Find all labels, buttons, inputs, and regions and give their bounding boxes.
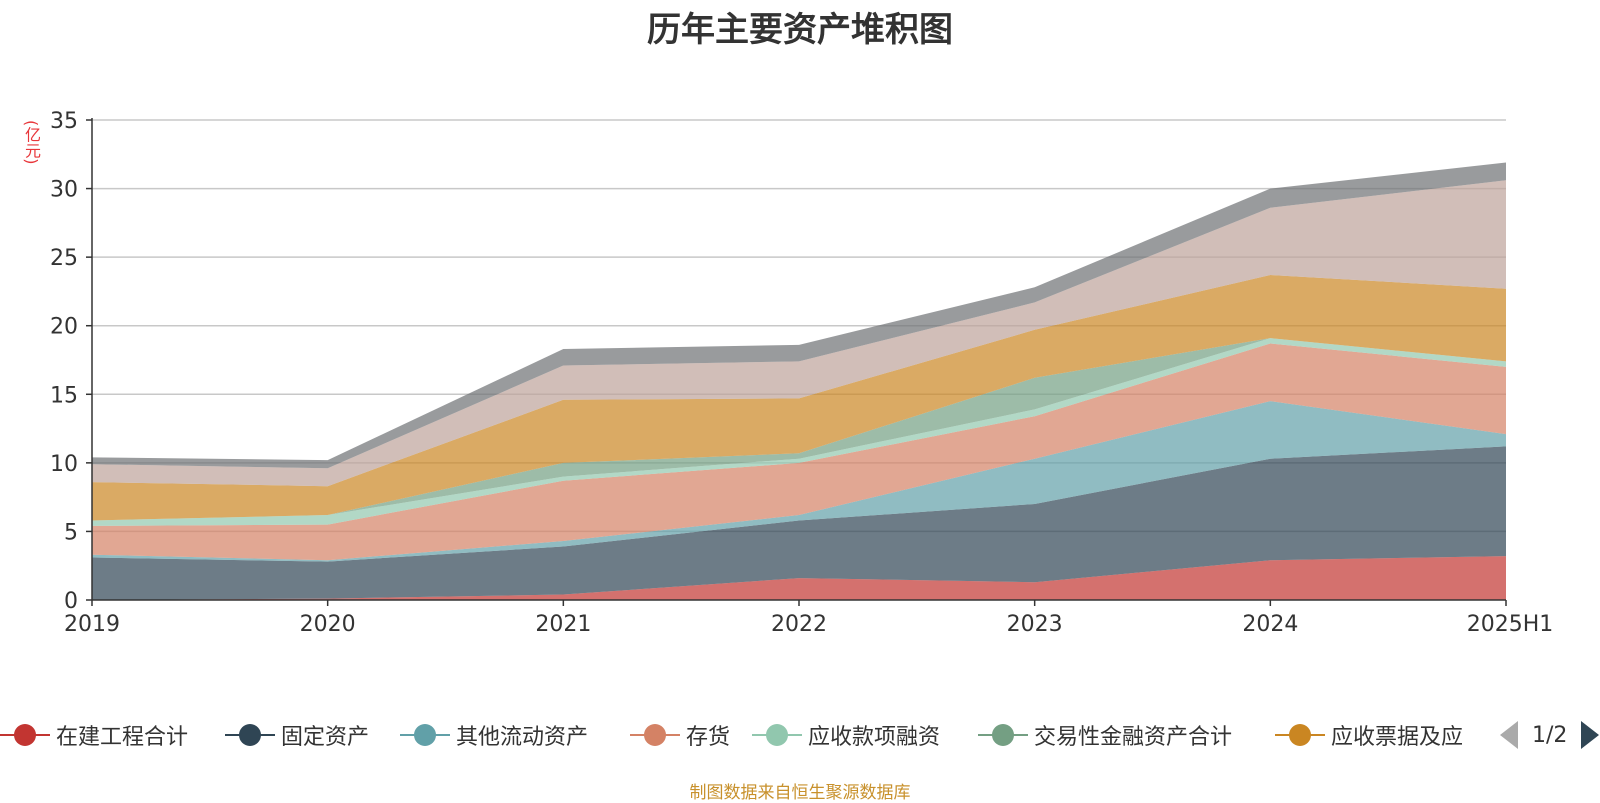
legend-swatch xyxy=(400,715,450,755)
legend-swatch-dot xyxy=(14,724,36,746)
legend-swatch xyxy=(630,715,680,755)
y-tick-label: 5 xyxy=(64,520,78,545)
chart-title: 历年主要资产堆积图 xyxy=(647,10,953,50)
legend-label: 应收票据及应 xyxy=(1331,725,1464,750)
legend-item-5[interactable]: 交易性金融资产合计 xyxy=(978,715,1232,755)
y-tick-label: 20 xyxy=(50,315,78,340)
y-axis-unit: (亿元) xyxy=(22,120,41,165)
area-series-2[interactable] xyxy=(92,401,1506,562)
legend-item-2[interactable]: 其他流动资产 xyxy=(400,715,588,755)
legend-swatch xyxy=(1275,715,1325,755)
y-tick-label: 35 xyxy=(50,109,78,134)
legend-item-1[interactable]: 固定资产 xyxy=(225,715,369,755)
area-series-8[interactable] xyxy=(92,162,1506,469)
area-series-7[interactable] xyxy=(92,180,1506,487)
legend-item-4[interactable]: 应收款项融资 xyxy=(752,715,940,755)
legend-item-0[interactable]: 在建工程合计 xyxy=(0,715,188,755)
legend-page-indicator: 1/2 xyxy=(1532,722,1568,748)
legend-swatch-dot xyxy=(1289,724,1311,746)
y-tick-label: 15 xyxy=(50,383,78,408)
legend-next-icon[interactable] xyxy=(1581,721,1600,749)
x-tick-label: 2021 xyxy=(535,612,591,637)
legend-swatch xyxy=(978,715,1028,755)
source-note: 制图数据来自恒生聚源数据库 xyxy=(689,783,911,803)
legend-swatch-dot xyxy=(414,724,436,746)
legend-prev-icon[interactable] xyxy=(1500,721,1518,749)
legend: 在建工程合计 固定资产 其他流动资产 存货 应收款项融资 交易性金融资产合计 应收票据及应 xyxy=(0,715,1600,755)
legend-label: 其他流动资产 xyxy=(456,725,589,750)
legend-label: 交易性金融资产合计 xyxy=(1034,725,1233,750)
legend-item-6[interactable]: 应收票据及应 xyxy=(1275,715,1463,755)
y-tick-label: 30 xyxy=(50,178,78,203)
legend-swatch-dot xyxy=(239,724,261,746)
x-tick-label: 2024 xyxy=(1242,612,1298,637)
legend-pager: 1/2 xyxy=(1500,715,1600,755)
x-tick-label: 2019 xyxy=(64,612,120,637)
legend-item-3[interactable]: 存货 xyxy=(630,715,730,755)
area-chart-plot: 0 5 10 15 20 25 30 35 2019 2020 2021 2022 2023 2024 20… xyxy=(50,109,1554,637)
legend-label: 存货 xyxy=(686,725,731,750)
legend-swatch-dot xyxy=(992,724,1014,746)
legend-swatch-dot xyxy=(644,724,666,746)
legend-swatch-dot xyxy=(766,724,788,746)
legend-swatch xyxy=(0,715,50,755)
legend-label: 应收款项融资 xyxy=(808,725,941,750)
x-tick-label: 2020 xyxy=(300,612,356,637)
x-tick-label: 2022 xyxy=(771,612,827,637)
x-tick-label: 2023 xyxy=(1007,612,1063,637)
legend-swatch xyxy=(225,715,275,755)
area-series-3[interactable] xyxy=(92,343,1506,561)
legend-swatch xyxy=(752,715,802,755)
area-series-1[interactable] xyxy=(92,446,1506,600)
y-tick-label: 0 xyxy=(64,589,78,614)
x-tick-label: 2025H1 xyxy=(1467,612,1554,637)
y-tick-label: 10 xyxy=(50,452,78,477)
legend-label: 固定资产 xyxy=(281,725,370,750)
area-series-0[interactable] xyxy=(92,556,1506,600)
legend-label: 在建工程合计 xyxy=(56,725,189,750)
area-series-6[interactable] xyxy=(92,275,1506,521)
y-tick-label: 25 xyxy=(50,246,78,271)
